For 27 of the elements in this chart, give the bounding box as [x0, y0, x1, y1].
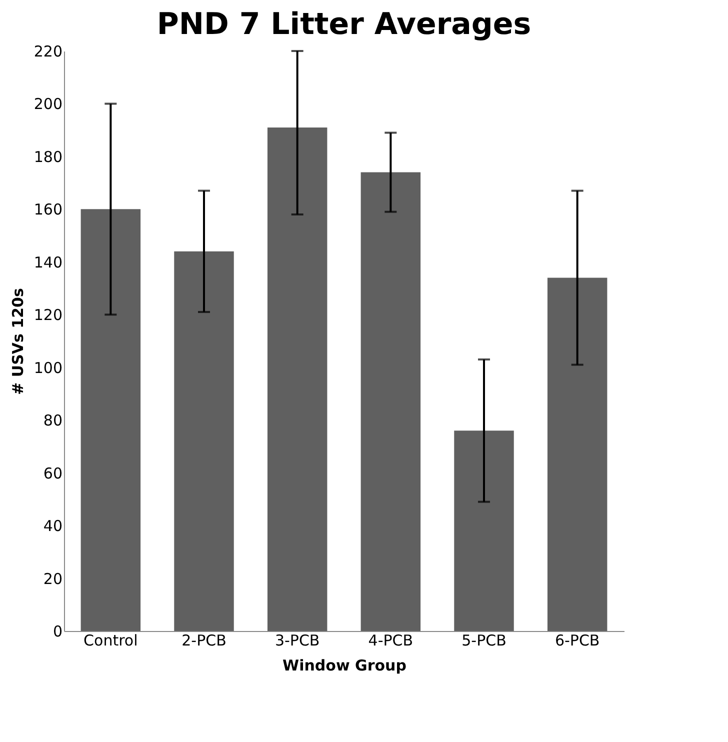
y-tick-label: 140: [34, 253, 62, 272]
y-tick-label: 160: [34, 200, 62, 219]
x-tick-label: 6-PCB: [554, 632, 600, 650]
bar: [80, 209, 141, 631]
x-tick-label: 3-PCB: [274, 632, 320, 650]
bar: [454, 430, 514, 631]
bar: [360, 172, 421, 631]
bar: [547, 278, 608, 631]
y-tick-label: 120: [34, 306, 62, 324]
y-tick-label: 60: [43, 464, 62, 482]
y-tick-label: 220: [34, 42, 62, 60]
bar: [174, 251, 234, 631]
x-tick-label: 2-PCB: [182, 632, 226, 650]
y-tick-label: 180: [34, 148, 62, 166]
y-tick-label: 40: [43, 517, 62, 536]
y-tick-label: 100: [34, 358, 62, 377]
x-tick-label: 5-PCB: [462, 632, 506, 650]
bar: [267, 127, 328, 631]
y-tick-label: 80: [43, 412, 62, 430]
x-axis-title: Window Group: [282, 656, 407, 674]
y-tick-label: 200: [34, 95, 62, 114]
chart-title: PND 7 Litter Averages: [156, 7, 532, 42]
y-tick-label: 0: [52, 622, 62, 640]
x-tick-label: 4-PCB: [368, 632, 414, 650]
y-axis-title: # USVs 120s: [8, 288, 27, 395]
x-tick-label: Control: [84, 632, 138, 650]
y-tick-label: 20: [43, 570, 62, 588]
